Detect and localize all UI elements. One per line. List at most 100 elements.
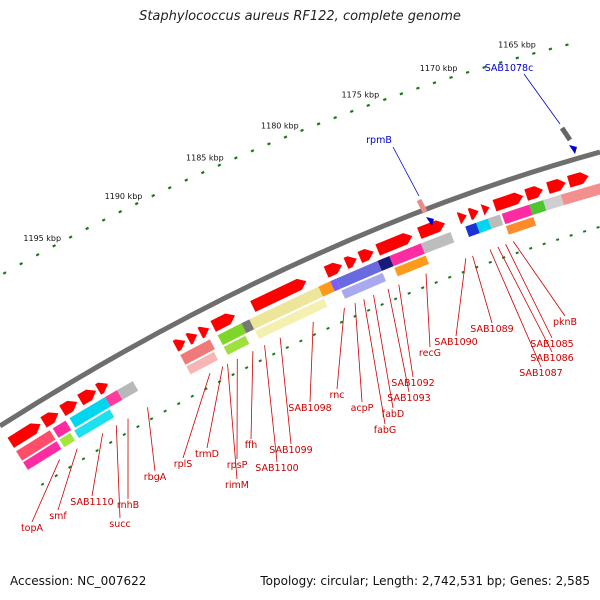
gene-block — [389, 243, 425, 267]
highlight-leader — [523, 73, 561, 125]
gene-arrow — [456, 212, 467, 224]
highlighted-gene-label: rpmB — [366, 135, 392, 146]
leader-line — [497, 246, 553, 353]
gene-block — [249, 286, 323, 330]
kbp-label: 1185 kbp — [186, 154, 224, 163]
gene-label: rnc — [330, 390, 345, 401]
kbp-label: 1165 kbp — [498, 41, 536, 50]
leader-line — [309, 321, 314, 403]
gene-arrow — [417, 220, 446, 239]
highlight-leader — [392, 146, 420, 197]
gene-block — [69, 397, 111, 428]
leader-line — [373, 295, 394, 409]
gene-arrow — [40, 412, 59, 428]
highlighted-genes: SAB1078c rpmB — [366, 63, 577, 226]
gene-label: rnhB — [117, 500, 139, 511]
scale-dot — [2, 271, 7, 275]
gene-arrow — [524, 186, 543, 201]
leader-line — [455, 258, 467, 337]
scale-dot — [217, 163, 222, 167]
leader-line — [489, 249, 542, 368]
leader-line — [354, 303, 363, 403]
kbp-scale: 1165 kbp 1170 kbp 1175 kbp 1180 kbp 1185 kbp… — [2, 41, 600, 486]
gene-label: trmD — [195, 449, 219, 460]
gene-arrow — [480, 204, 490, 216]
gene-arrow — [567, 172, 589, 188]
gene-block — [318, 281, 335, 297]
inner-tick — [582, 229, 587, 233]
gene-label: pknB — [553, 317, 577, 328]
scale-dot — [250, 149, 255, 153]
inner-tick — [244, 366, 249, 370]
scale-dot — [531, 51, 536, 55]
leader-line — [115, 425, 121, 519]
scale-dot — [283, 135, 288, 139]
gene-arrow — [197, 326, 210, 339]
gene-label: topA — [21, 523, 44, 534]
highlighted-gene-label: SAB1078c — [485, 63, 534, 74]
accession-text: Accession: NC_007622 — [10, 574, 147, 588]
gene-label: SAB1085 — [530, 339, 573, 350]
scale-dot — [482, 65, 487, 69]
gene-label: rimM — [225, 480, 249, 491]
leader-line — [505, 243, 553, 339]
inner-tick — [434, 280, 438, 284]
inner-tick — [299, 339, 303, 343]
gene-arrow — [323, 262, 342, 278]
gene-arrow — [210, 313, 235, 332]
scale-dot — [432, 81, 437, 85]
gene-label: SAB1090 — [434, 337, 477, 348]
gene-block — [420, 232, 455, 254]
gene-label: rpsP — [227, 460, 248, 471]
gene-label: SAB1098 — [288, 403, 331, 414]
scale-dot — [19, 262, 24, 266]
inner-tick — [81, 457, 86, 461]
gene-block — [255, 298, 328, 340]
leader-line — [425, 273, 431, 348]
inner-tick — [380, 302, 384, 307]
scale-dot — [449, 75, 453, 80]
inner-tick — [542, 242, 546, 246]
highlight-marker — [569, 145, 577, 154]
gene-label: SAB1093 — [387, 393, 430, 404]
scale-dot — [349, 109, 354, 114]
inner-tick — [407, 291, 411, 295]
gene-label: fabD — [382, 409, 405, 420]
scale-dot — [167, 186, 172, 190]
inner-tick — [176, 402, 181, 406]
leader-line — [472, 255, 493, 324]
leader-line — [336, 307, 345, 390]
scale-dot — [134, 201, 139, 206]
leader-line — [387, 288, 410, 393]
kbp-label: 1195 kbp — [23, 234, 61, 243]
gene-block — [529, 200, 547, 216]
inner-tick — [339, 320, 344, 324]
inner-tick — [231, 373, 235, 377]
gene-label: ffh — [245, 440, 258, 451]
map-title: Staphylococcus aureus RF122, complete ge… — [139, 9, 461, 24]
inner-tick — [108, 440, 113, 445]
inner-tick — [54, 474, 58, 478]
inner-tick — [285, 345, 290, 350]
scale-dot — [101, 218, 106, 222]
gene-arrow — [185, 332, 198, 345]
gene-label: acpP — [351, 403, 374, 414]
scale-dot — [548, 47, 553, 51]
inner-tick — [569, 234, 573, 237]
gene-arrow — [546, 179, 566, 194]
gene-block — [465, 222, 480, 237]
gene-block — [341, 272, 387, 299]
leader-line — [91, 433, 104, 497]
gene-tracks — [7, 172, 600, 470]
inner-tick — [149, 417, 154, 421]
inner-tick — [68, 465, 72, 469]
gene-label: rbgA — [144, 472, 167, 483]
inner-tick — [420, 286, 425, 290]
leader-line — [363, 299, 386, 425]
gene-label: SAB1110 — [70, 497, 113, 508]
gene-arrow — [77, 389, 97, 406]
gene-block — [501, 204, 533, 225]
inner-tick — [596, 226, 600, 229]
inner-tick — [122, 432, 127, 437]
scale-dot — [151, 193, 156, 198]
